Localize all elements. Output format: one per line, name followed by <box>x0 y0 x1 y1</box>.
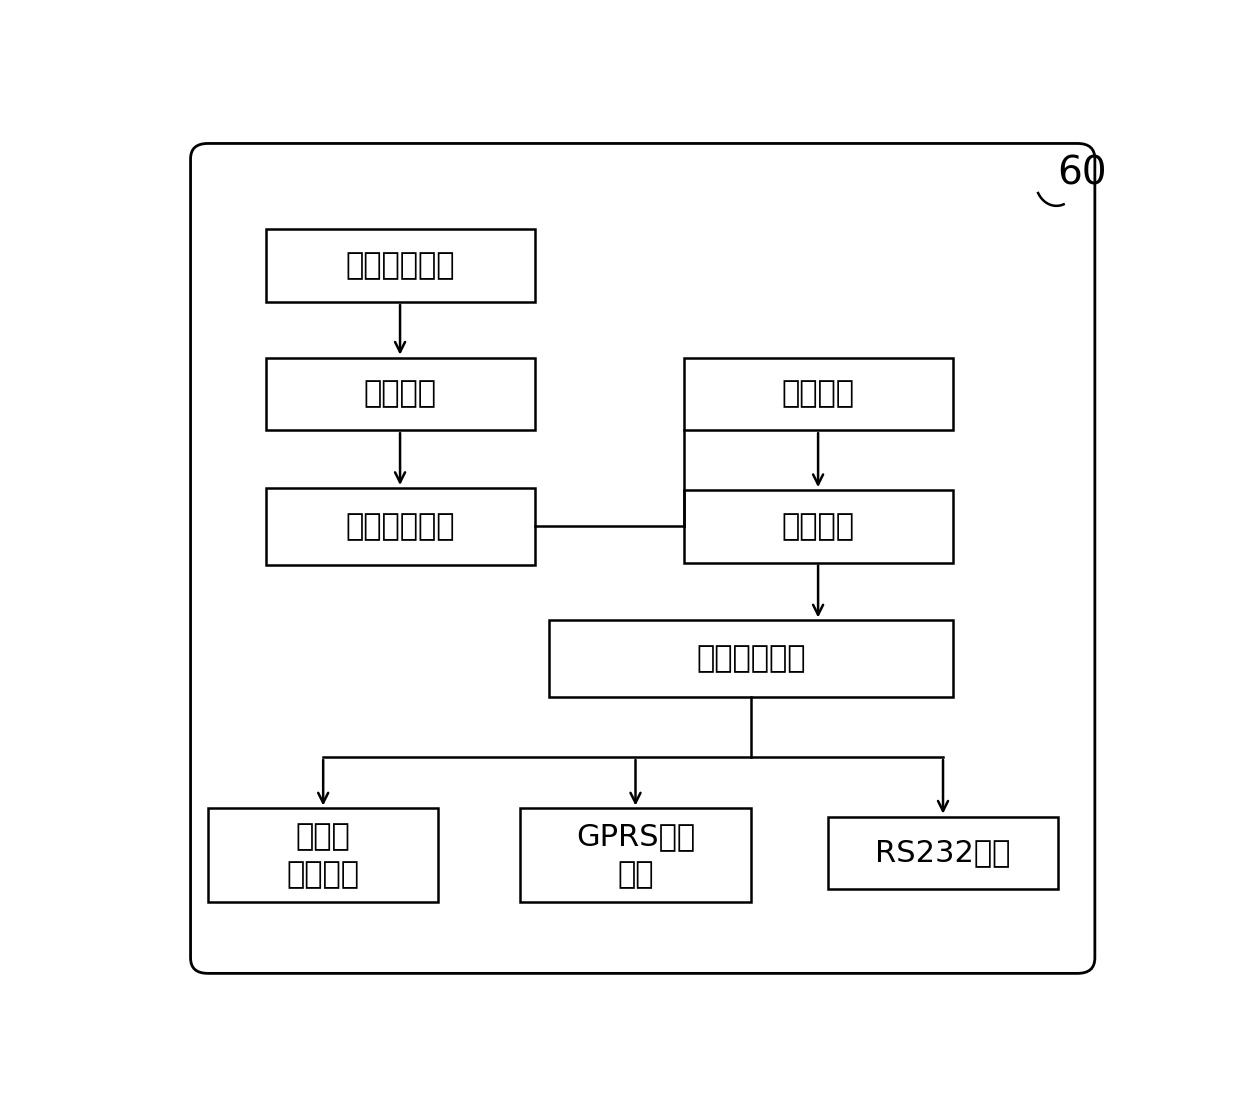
FancyBboxPatch shape <box>828 817 1058 889</box>
Text: 数据接收单元: 数据接收单元 <box>345 251 455 280</box>
Text: 以太网
通讯单元: 以太网 通讯单元 <box>286 821 360 889</box>
Text: 信号输出单元: 信号输出单元 <box>696 644 806 674</box>
FancyBboxPatch shape <box>683 490 952 563</box>
FancyBboxPatch shape <box>265 488 534 565</box>
FancyBboxPatch shape <box>208 808 439 902</box>
Text: GPRS通讯
单元: GPRS通讯 单元 <box>575 821 696 889</box>
FancyBboxPatch shape <box>549 620 952 697</box>
Text: 比较单元: 比较单元 <box>781 512 854 541</box>
Text: 计算单元: 计算单元 <box>781 380 854 408</box>
Text: 滤波单元: 滤波单元 <box>363 380 436 408</box>
Text: RS232接口: RS232接口 <box>875 838 1011 867</box>
Text: 数据存储单元: 数据存储单元 <box>345 512 455 541</box>
FancyBboxPatch shape <box>265 357 534 431</box>
FancyBboxPatch shape <box>265 230 534 302</box>
FancyBboxPatch shape <box>191 143 1095 973</box>
FancyBboxPatch shape <box>683 357 952 431</box>
Text: 60: 60 <box>1058 154 1107 192</box>
FancyBboxPatch shape <box>521 808 751 902</box>
